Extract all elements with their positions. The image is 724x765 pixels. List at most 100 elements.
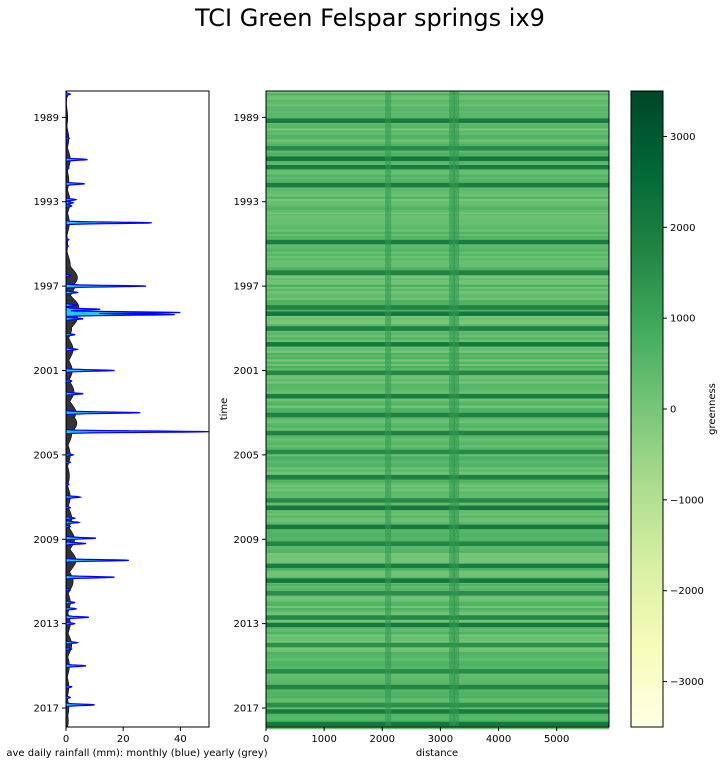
heatmap-row: [266, 632, 609, 635]
heatmap-row: [266, 407, 609, 411]
heatmap-row: [266, 212, 609, 215]
colorbar-gradient: [630, 90, 664, 728]
heatmap-row: [266, 359, 609, 362]
heatmap-dark-band: [266, 342, 609, 347]
heatmap-row: [266, 575, 609, 578]
heatmap-row: [266, 438, 609, 442]
heatmap-row: [266, 110, 609, 114]
heatmap-row: [266, 674, 609, 677]
heatmap-row: [266, 132, 609, 136]
heatmap-row: [266, 649, 609, 653]
heatmap-x-tick-label: 4000: [486, 734, 511, 745]
heatmap-row: [266, 247, 609, 250]
heatmap-row: [266, 238, 609, 241]
heatmap-row: [266, 295, 609, 299]
heatmap-row: [266, 161, 609, 164]
colorbar-tick-label: −1000: [670, 495, 704, 506]
heatmap-row: [266, 308, 609, 312]
heatmap-row: [266, 143, 609, 147]
heatmap-row: [266, 427, 609, 431]
heatmap-row: [266, 605, 609, 609]
heatmap-row: [266, 128, 609, 131]
heatmap-row: [266, 443, 609, 446]
heatmap-dark-band: [266, 412, 609, 418]
heatmap-row: [266, 627, 609, 631]
heatmap-row: [266, 533, 609, 536]
heatmap-row: [266, 229, 609, 233]
heatmap-row: [266, 680, 609, 684]
heatmap-y-tick-label: 1989: [234, 113, 259, 124]
heatmap-row: [266, 403, 609, 406]
heatmap-row: [266, 198, 609, 202]
heatmap-axes-frame: [265, 90, 610, 728]
heatmap-row: [266, 251, 609, 255]
heatmap-row: [266, 480, 609, 483]
heatmap-row: [266, 509, 609, 512]
chart-title: TCI Green Felspar springs ix9: [194, 4, 545, 32]
heatmap-row: [266, 357, 609, 360]
heatmap-row: [266, 194, 609, 197]
heatmap-row: [266, 445, 609, 448]
heatmap-row: [266, 95, 609, 98]
heatmap-dark-column: [453, 91, 460, 727]
rainfall-y-ticks: 1989 1993 1997 2001 2005 2009 2013 2017: [34, 113, 66, 715]
heatmap-dark-band: [266, 475, 609, 480]
heatmap-row: [266, 355, 609, 358]
heatmap-row: [266, 216, 609, 219]
heatmap-y-tick-label: 2001: [234, 366, 259, 377]
heatmap-row: [266, 465, 609, 468]
heatmap-row: [266, 113, 609, 116]
heatmap-row: [266, 220, 609, 224]
heatmap-row: [266, 205, 609, 208]
heatmap-row: [266, 447, 609, 450]
heatmap-x-tick-label: 1000: [311, 734, 336, 745]
heatmap-row: [266, 421, 609, 424]
heatmap-row: [266, 104, 609, 107]
heatmap-row: [266, 174, 609, 178]
heatmap-row: [266, 319, 609, 323]
heatmap-dark-band: [266, 305, 609, 310]
heatmap-row: [266, 636, 609, 640]
heatmap-row: [266, 555, 609, 558]
heatmap-dark-band: [266, 239, 609, 245]
heatmap-row: [266, 234, 609, 237]
heatmap-row: [266, 352, 609, 356]
heatmap-row: [266, 416, 609, 420]
rainfall-x-axis-label: ave daily rainfall (mm): monthly (blue) …: [6, 748, 267, 759]
heatmap-row: [266, 454, 609, 457]
heatmap-row: [266, 531, 609, 534]
heatmap-row: [266, 253, 609, 257]
heatmap-row: [266, 619, 609, 622]
heatmap-row: [266, 392, 609, 395]
heatmap-row: [266, 106, 609, 109]
heatmap-row: [266, 654, 609, 657]
heatmap-row: [266, 126, 609, 129]
heatmap-row: [266, 381, 609, 384]
heatmap-row: [266, 487, 609, 490]
heatmap-row: [266, 154, 609, 158]
heatmap-row: [266, 713, 609, 717]
heatmap-row: [266, 418, 609, 422]
heatmap-row: [266, 515, 609, 519]
heatmap-row: [266, 264, 609, 268]
heatmap-row: [266, 187, 609, 191]
colorbar: 3000 2000 1000 0 −1000 −2000 −3000 greenness: [630, 90, 718, 728]
heatmap-row: [266, 249, 609, 252]
heatmap-dark-band: [266, 182, 609, 188]
heatmap-row: [266, 660, 609, 664]
heatmap-row: [266, 335, 609, 338]
heatmap-dark-band: [266, 669, 609, 674]
heatmap-dark-band: [266, 156, 609, 161]
heatmap-row: [266, 121, 609, 125]
heatmap-row: [266, 368, 609, 371]
heatmap-y-tick-label: 1997: [234, 282, 259, 293]
heatmap-row: [266, 366, 609, 369]
heatmap-row: [266, 682, 609, 686]
rainfall-y-tick-label: 1993: [34, 197, 59, 208]
heatmap-row: [266, 467, 609, 470]
heatmap-row: [266, 693, 609, 697]
heatmap-row: [266, 434, 609, 437]
heatmap-y-tick-label: 2009: [234, 535, 259, 546]
heatmap-row: [266, 610, 609, 613]
